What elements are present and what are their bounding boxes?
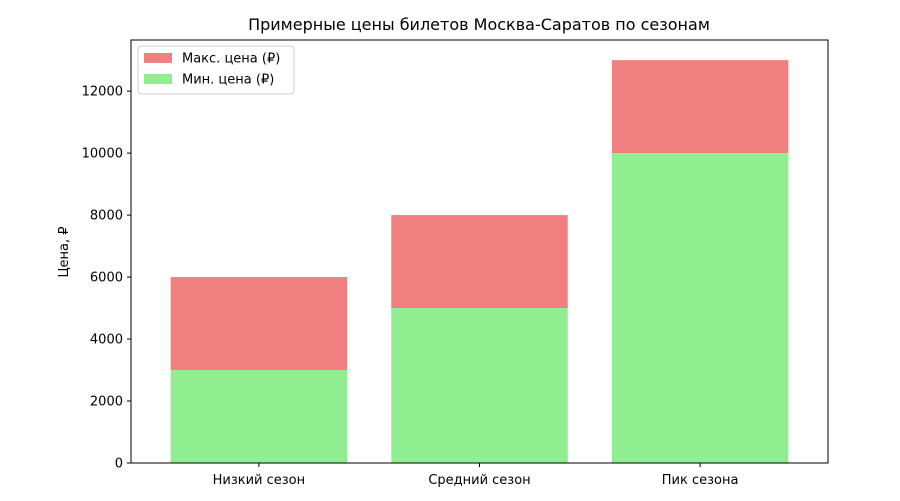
legend-swatch (144, 74, 172, 84)
y-axis: 0 2000 4000 6000 8000 10000 12000 (82, 85, 131, 472)
legend-label: Макс. цена (₽) (182, 52, 280, 67)
bar-min-2 (611, 153, 789, 463)
y-tick-label: 6000 (90, 271, 123, 286)
legend-label: Мин. цена (₽) (182, 73, 274, 88)
legend-swatch (144, 53, 172, 63)
y-tick-label: 8000 (90, 209, 123, 224)
legend: Макс. цена (₽) Мин. цена (₽) (137, 45, 295, 95)
y-tick-label: 4000 (90, 333, 123, 348)
x-tick-label: Пик сезона (662, 473, 739, 488)
y-axis-label: Цена, ₽ (57, 226, 72, 277)
bar-min-1 (391, 308, 568, 463)
y-tick-label: 0 (115, 457, 123, 472)
x-tick-label: Низкий сезон (213, 473, 306, 488)
bar-max-1 (391, 215, 568, 309)
x-axis: Низкий сезон Средний сезон Пик сезона (213, 463, 739, 488)
bar-min-0 (170, 370, 348, 463)
bar-max-0 (170, 277, 348, 371)
legend-box (137, 45, 295, 95)
x-tick-label: Средний сезон (428, 473, 530, 488)
bars (170, 60, 789, 463)
y-tick-label: 2000 (90, 395, 123, 410)
y-tick-label: 10000 (82, 147, 123, 162)
y-tick-label: 12000 (82, 85, 123, 100)
chart-title: Примерные цены билетов Москва-Саратов по… (248, 15, 710, 34)
bar-max-2 (611, 60, 789, 154)
